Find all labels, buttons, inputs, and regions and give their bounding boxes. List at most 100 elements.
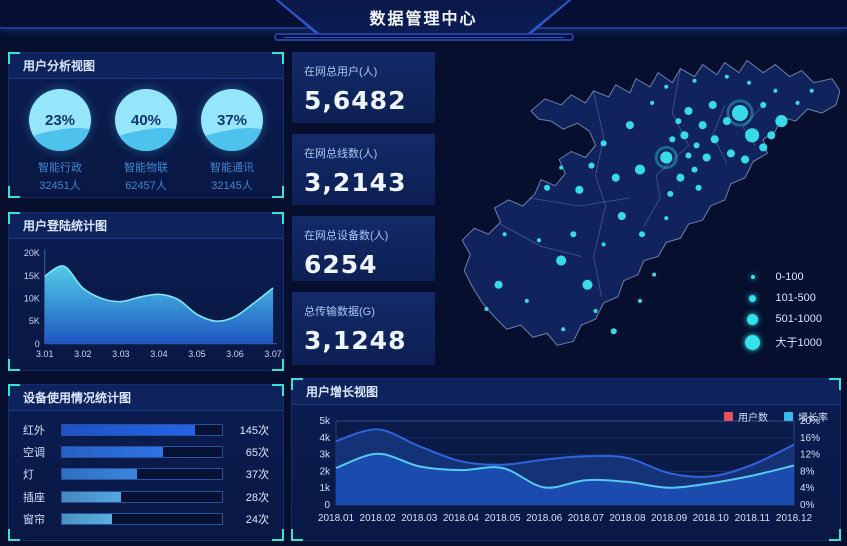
panel-corner-decoration [829,378,841,390]
device-bar-track [61,490,223,503]
panel-corner-decoration [291,378,303,390]
panel-title-login-stats: 用户登陆统计图 [9,213,283,239]
device-label: 插座 [23,491,45,504]
map-legend-label: 501-1000 [775,313,823,325]
gauge-count: 32145人 [211,180,253,192]
svg-text:2018.12: 2018.12 [776,513,813,524]
legend-item-users[interactable]: 用户数 [724,409,768,424]
gauge-item: 23% 智能行政 32451人 [20,89,100,193]
svg-text:12%: 12% [800,450,820,461]
svg-text:3.02: 3.02 [74,349,91,359]
device-bar-fill [62,447,163,458]
svg-text:2018.04: 2018.04 [443,513,480,524]
panel-title-device-usage: 设备使用情况统计图 [9,385,283,411]
svg-text:2k: 2k [319,466,331,477]
svg-text:2018.09: 2018.09 [651,513,688,524]
svg-text:3.06: 3.06 [226,349,243,359]
svg-text:10K: 10K [24,293,40,303]
map-legend-label: 大于1000 [775,337,822,349]
svg-text:4%: 4% [800,483,815,494]
device-bar-track [61,424,223,437]
device-bar-track [61,468,223,481]
gauge-circle: 23% [29,89,91,151]
svg-text:2018.02: 2018.02 [360,513,397,524]
gauge-name: 智能物联 [124,162,168,174]
gauge-circle: 40% [115,89,177,151]
panel-corner-decoration [272,186,284,198]
svg-text:16%: 16% [800,433,820,444]
legend-swatch [724,412,733,421]
panel-title-user-growth: 用户增长视图 [292,379,840,405]
province-outline [461,59,841,346]
svg-text:15K: 15K [24,271,40,281]
gauge-name: 智能行政 [38,162,82,174]
svg-text:2018.10: 2018.10 [693,513,730,524]
device-value: 28次 [245,491,269,504]
kpi-value: 6254 [304,250,378,279]
panel-corner-decoration [272,384,284,396]
device-label: 灯 [23,469,34,482]
kpi-label: 在网总线数(人) [304,148,378,160]
title-container: 数据管理中心 [278,0,569,33]
svg-text:2018.08: 2018.08 [609,513,646,524]
title-underline-decoration [273,33,574,41]
device-bar-track [61,446,223,459]
svg-text:2018.03: 2018.03 [401,513,438,524]
panel-user-growth: 用户增长视图 用户数 增长率 0 0% 1k 4% 2k 8% 3k 12% 4k 16% 5k 20%… [291,378,841,541]
device-label: 空调 [23,447,45,460]
panel-corner-decoration [8,212,20,224]
svg-text:2018.07: 2018.07 [568,513,605,524]
kpi-column: 在网总用户(人) 5,6482 在网总线数(人) 3,2143 在网总设备数(人) 625… [292,52,435,365]
map-legend-row: 501-1000 [744,313,823,325]
svg-text:8%: 8% [800,466,815,477]
panel-device-usage: 设备使用情况统计图 红外 145次 空调 65次灯 37次 插座 28次 窗帘 24次 [8,384,284,541]
panel-corner-decoration [8,529,20,541]
svg-text:20%: 20% [800,416,820,427]
legend-item-growth[interactable]: 增长率 [784,409,828,424]
device-label: 红外 [23,425,45,438]
kpi-card: 总传输数据(G) 3,1248 [292,292,435,365]
kpi-value: 3,1248 [304,326,407,355]
svg-text:2018.06: 2018.06 [526,513,563,524]
device-bar-row: 插座 28次 [23,489,269,505]
svg-text:1k: 1k [319,483,331,494]
device-label: 窗帘 [23,513,45,526]
svg-text:5K: 5K [29,316,40,326]
map-dot-layer [484,74,814,335]
gauge-group: 23% 智能行政 32451人 40% 智能物联 62457人 37% 智能通讯 32145人 [9,79,283,193]
panel-corner-decoration [8,186,20,198]
map-legend-label: 0-100 [775,271,804,283]
device-value: 145次 [239,425,269,438]
map-legend-row: 0-100 [744,271,823,283]
svg-text:3.01: 3.01 [36,349,53,359]
svg-text:4k: 4k [319,433,331,444]
province-bubble-map: 0-100 101-500 501-1000 大于1000 [442,46,841,372]
svg-text:2018.05: 2018.05 [484,513,521,524]
map-legend-dot-cell [744,334,762,350]
panel-title-user-analysis: 用户分析视图 [9,53,283,79]
legend-label: 增长率 [798,413,828,424]
panel-corner-decoration [8,384,20,396]
growth-chart-legend: 用户数 增长率 [724,409,828,424]
map-legend-dot-cell [744,294,762,302]
gauge-circle: 37% [201,89,263,151]
legend-label: 用户数 [738,413,768,424]
svg-text:3.04: 3.04 [150,349,167,359]
kpi-card: 在网总设备数(人) 6254 [292,216,435,281]
gauge-percent: 40% [130,111,162,129]
map-legend-dot [747,313,758,325]
legend-swatch [784,412,793,421]
gauge-count: 32451人 [39,180,81,192]
device-bar-row: 窗帘 24次 [23,511,269,527]
device-bar-fill [62,513,112,524]
kpi-label: 在网总用户(人) [304,66,378,78]
svg-text:3.03: 3.03 [112,349,129,359]
page-title: 数据管理中心 [369,10,478,28]
gauge-percent: 23% [44,111,76,129]
device-bar-list: 红外 145次 空调 65次灯 37次 插座 28次 窗帘 24次 [9,411,283,540]
map-legend-dot-cell [744,275,762,279]
kpi-card: 在网总线数(人) 3,2143 [292,134,435,205]
kpi-value: 3,2143 [304,168,407,197]
panel-corner-decoration [272,52,284,64]
gauge-percent: 37% [216,111,248,129]
